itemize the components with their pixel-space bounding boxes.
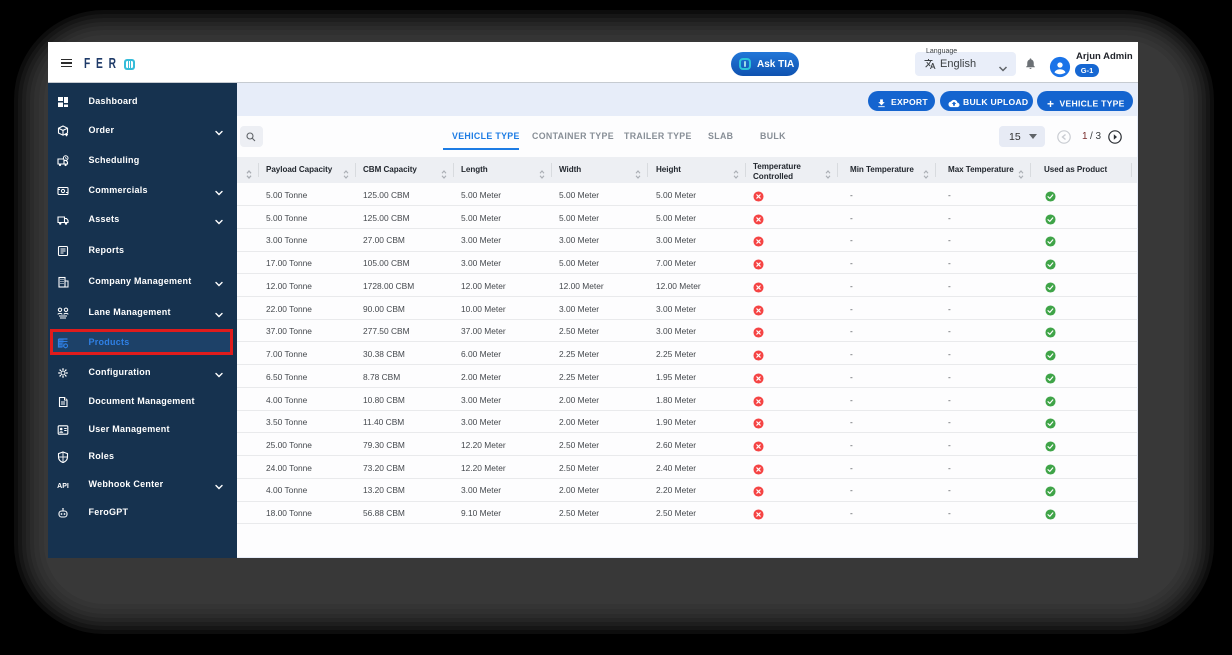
svg-text:API: API [57,483,69,490]
